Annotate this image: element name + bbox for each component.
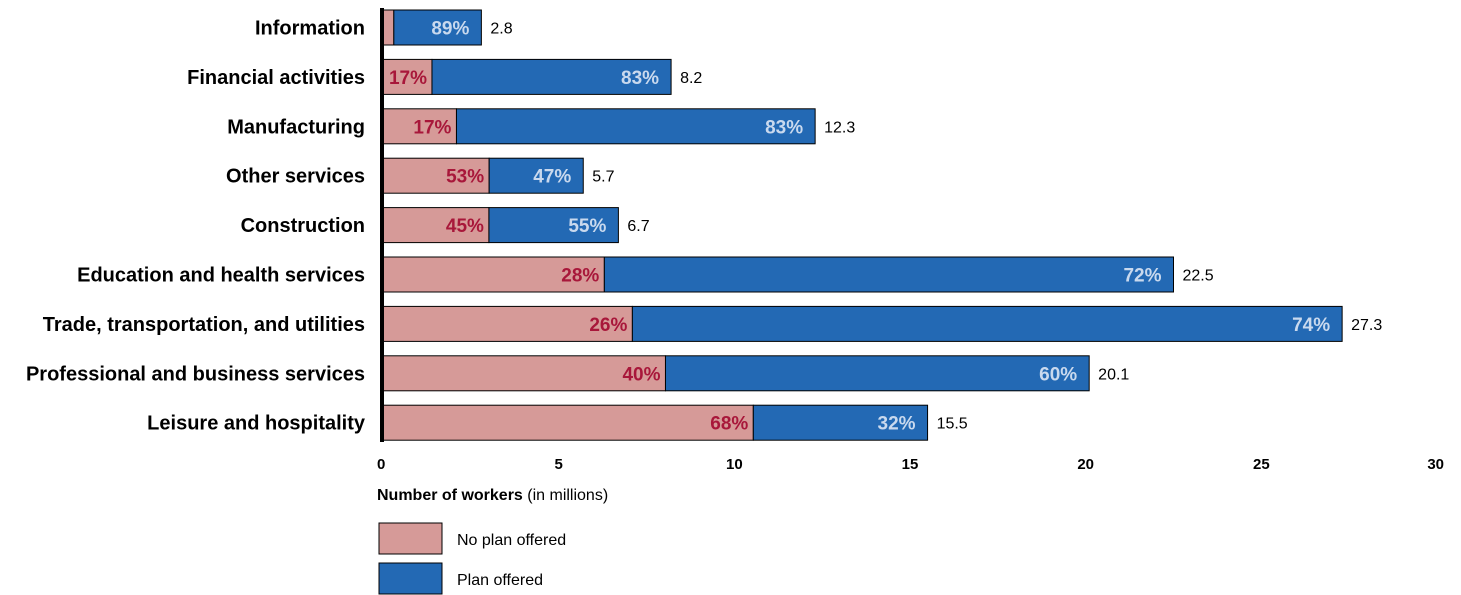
bar-plan-education-and-health-services [603, 256, 1174, 293]
x-tick-label-20: 20 [1077, 456, 1094, 473]
bar-no-plan-construction [382, 207, 490, 244]
bars-group: Information 89% 2.8 Financial activities 17%… [26, 9, 1382, 441]
category-label-trade-transportation-and-utilities: Trade, transportation, and utilities [43, 314, 365, 336]
pct-label-plan-trade-transportation-and-utilities: 74% [1292, 315, 1330, 336]
pct-label-no-plan-construction: 45% [446, 216, 484, 237]
total-label-information: 2.8 [490, 21, 512, 38]
bar-plan-financial-activities [431, 58, 672, 95]
x-tick-labels: 0 5 10 15 20 25 30 [377, 456, 1444, 473]
pct-label-no-plan-manufacturing: 17% [413, 117, 451, 138]
total-label-manufacturing: 12.3 [824, 119, 855, 136]
x-tick-label-25: 25 [1253, 456, 1270, 473]
pct-label-no-plan-financial-activities: 17% [389, 68, 427, 89]
x-axis-title-units: (in millions) [523, 487, 608, 504]
bar-plan-leisure-and-hospitality [752, 404, 929, 441]
pct-label-no-plan-professional-and-business-services: 40% [622, 364, 660, 385]
bar-no-plan-leisure-and-hospitality [382, 404, 754, 441]
pct-label-no-plan-education-and-health-services: 28% [561, 266, 599, 287]
bar-no-plan-trade-transportation-and-utilities [382, 305, 633, 342]
legend-swatch-no-plan [378, 522, 443, 555]
bar-plan-trade-transportation-and-utilities [631, 305, 1343, 342]
total-label-construction: 6.7 [627, 218, 649, 235]
category-label-education-and-health-services: Education and health services [77, 265, 365, 287]
bar-no-plan-information [382, 9, 395, 46]
pct-label-plan-financial-activities: 83% [621, 68, 659, 89]
x-tick-label-15: 15 [902, 456, 919, 473]
bar-plan-other-services [488, 157, 584, 194]
pct-label-no-plan-other-services: 53% [446, 167, 484, 188]
bar-plan-information [393, 9, 482, 46]
pct-label-plan-education-and-health-services: 72% [1123, 266, 1161, 287]
legend-label-plan: Plan offered [457, 572, 543, 589]
total-label-professional-and-business-services: 20.1 [1098, 366, 1129, 383]
legend-swatch-plan [378, 562, 443, 595]
total-label-education-and-health-services: 22.5 [1183, 268, 1214, 285]
bar-no-plan-financial-activities [382, 58, 433, 95]
category-label-construction: Construction [241, 215, 365, 237]
pct-label-plan-information: 89% [431, 19, 469, 40]
x-tick-label-10: 10 [726, 456, 743, 473]
pct-label-no-plan-leisure-and-hospitality: 68% [710, 414, 748, 435]
bar-plan-construction [488, 207, 619, 244]
bar-plan-manufacturing [455, 108, 816, 145]
x-axis-title: Number of workers (in millions) [377, 487, 608, 504]
x-axis-title-bold: Number of workers [377, 487, 523, 504]
category-label-manufacturing: Manufacturing [227, 116, 365, 138]
x-tick-label-5: 5 [554, 456, 562, 473]
category-label-information: Information [255, 18, 365, 40]
pct-label-plan-leisure-and-hospitality: 32% [878, 414, 916, 435]
bar-no-plan-other-services [382, 157, 490, 194]
pct-label-plan-manufacturing: 83% [765, 117, 803, 138]
pct-label-plan-other-services: 47% [533, 167, 571, 188]
legend: No plan offered Plan offered [378, 522, 566, 595]
total-label-other-services: 5.7 [592, 169, 614, 186]
pct-label-no-plan-trade-transportation-and-utilities: 26% [589, 315, 627, 336]
bar-plan-professional-and-business-services [664, 355, 1090, 392]
category-label-leisure-and-hospitality: Leisure and hospitality [147, 413, 366, 435]
total-label-financial-activities: 8.2 [680, 70, 702, 87]
total-label-trade-transportation-and-utilities: 27.3 [1351, 317, 1382, 334]
x-tick-label-30: 30 [1427, 456, 1444, 473]
category-label-professional-and-business-services: Professional and business services [26, 363, 365, 385]
legend-label-no-plan: No plan offered [457, 532, 566, 549]
category-label-other-services: Other services [226, 166, 365, 188]
category-label-financial-activities: Financial activities [187, 67, 365, 89]
pct-label-plan-professional-and-business-services: 60% [1039, 364, 1077, 385]
x-tick-label-0: 0 [377, 456, 385, 473]
total-label-leisure-and-hospitality: 15.5 [937, 416, 968, 433]
pct-label-plan-construction: 55% [568, 216, 606, 237]
